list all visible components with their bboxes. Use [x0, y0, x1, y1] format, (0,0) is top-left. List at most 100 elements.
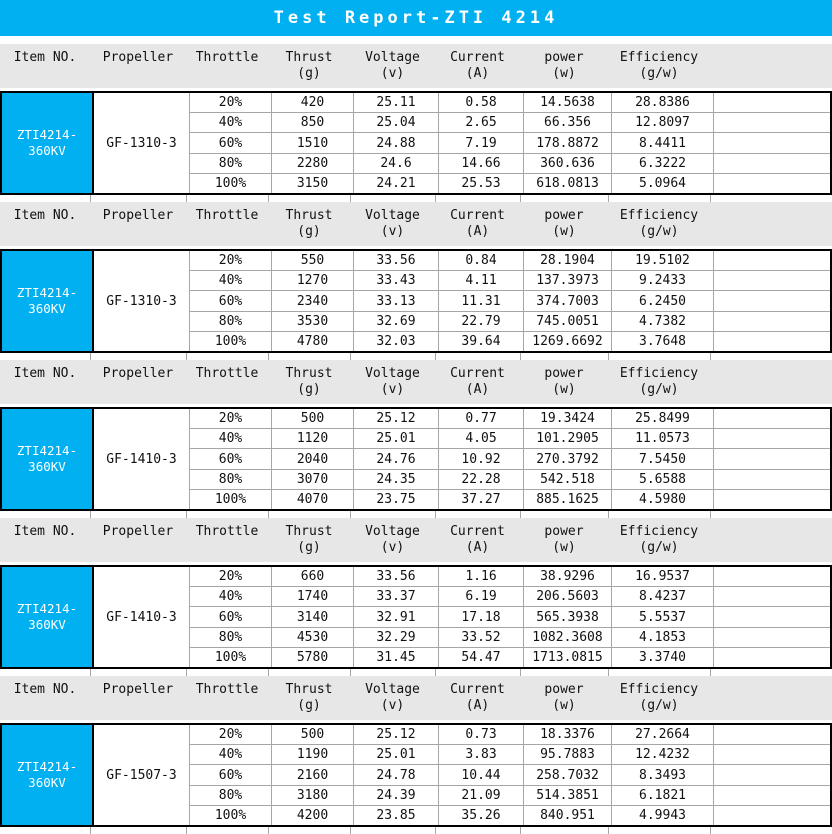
current-cell: 2.65: [439, 113, 524, 133]
empty-cell: [714, 587, 830, 606]
table-row: 80% 2280 24.6 14.66 360.636 6.3222: [190, 153, 830, 174]
current-cell: 22.79: [439, 311, 524, 331]
column-unit: (A): [465, 66, 490, 81]
empty-cell: [714, 291, 830, 310]
column-header-empty: [710, 676, 832, 720]
column-unit: (g): [297, 382, 321, 397]
column-unit: (v): [380, 382, 405, 397]
column-label: Throttle: [195, 50, 259, 65]
empty-cell: [714, 628, 830, 647]
column-header-propeller: Propeller: [90, 44, 186, 88]
voltage-cell: 33.37: [354, 587, 439, 607]
power-cell: 542.518: [524, 469, 612, 489]
column-label: Efficiency: [619, 50, 699, 65]
column-header-current: Current (A): [435, 360, 520, 404]
column-label: Propeller: [102, 366, 174, 381]
efficiency-cell: 4.9943: [612, 805, 714, 826]
header-block-gap: [0, 246, 832, 249]
efficiency-cell: 7.5450: [612, 449, 714, 469]
column-header-row: Item NO. Propeller Throttle Thrust (g) V…: [0, 202, 832, 246]
current-cell: 1.16: [439, 567, 524, 587]
efficiency-cell: 12.4232: [612, 745, 714, 765]
column-header-thrust: Thrust (g): [268, 360, 350, 404]
column-unit: (A): [465, 698, 490, 713]
column-label: power: [544, 50, 584, 65]
column-unit: (v): [380, 698, 405, 713]
empty-cell: [714, 251, 830, 270]
report-section: Item NO. Propeller Throttle Thrust (g) V…: [0, 202, 832, 360]
throttle-cell: 100%: [190, 173, 272, 194]
section-gap: [0, 669, 832, 676]
data-rows: 20% 500 25.12 0.73 18.3376 27.2664 40% 1…: [190, 725, 830, 826]
column-header-thrust: Thrust (g): [268, 202, 350, 246]
thrust-cell: 3530: [272, 311, 354, 331]
empty-cell: [714, 113, 830, 132]
efficiency-cell: 4.7382: [612, 311, 714, 331]
current-cell: 17.18: [439, 607, 524, 627]
column-header-voltage: Voltage (v): [350, 44, 435, 88]
header-block-gap: [0, 720, 832, 723]
thrust-cell: 5780: [272, 647, 354, 668]
column-header-thrust: Thrust (g): [268, 676, 350, 720]
column-label: Item NO.: [13, 682, 77, 697]
power-cell: 206.5603: [524, 587, 612, 607]
column-header-power: power (w): [520, 676, 608, 720]
column-header-item-no: Item NO.: [0, 44, 90, 88]
table-row: 100% 4780 32.03 39.64 1269.6692 3.7648: [190, 331, 830, 352]
column-header-empty: [710, 44, 832, 88]
column-header-current: Current (A): [435, 44, 520, 88]
throttle-cell: 20%: [190, 567, 272, 587]
table-row: 40% 1120 25.01 4.05 101.2905 11.0573: [190, 429, 830, 450]
table-row: 40% 1270 33.43 4.11 137.3973 9.2433: [190, 271, 830, 292]
column-label: power: [544, 366, 584, 381]
table-row: 20% 500 25.12 0.77 19.3424 25.8499: [190, 409, 830, 430]
column-label: Throttle: [195, 366, 259, 381]
column-unit: (w): [552, 224, 576, 239]
efficiency-cell: 6.1821: [612, 785, 714, 805]
column-label: Propeller: [102, 524, 174, 539]
throttle-cell: 80%: [190, 153, 272, 173]
current-cell: 14.66: [439, 153, 524, 173]
column-header-current: Current (A): [435, 676, 520, 720]
column-label: Current: [450, 50, 505, 65]
voltage-cell: 25.12: [354, 725, 439, 745]
table-row: 40% 1740 33.37 6.19 206.5603 8.4237: [190, 587, 830, 608]
propeller-cell: GF-1310-3: [94, 251, 190, 351]
column-label: Thrust: [285, 208, 333, 223]
current-cell: 10.92: [439, 449, 524, 469]
thrust-cell: 1740: [272, 587, 354, 607]
column-header-item-no: Item NO.: [0, 202, 90, 246]
column-unit: (g): [297, 224, 321, 239]
report-sections: Item NO. Propeller Throttle Thrust (g) V…: [0, 44, 832, 834]
thrust-cell: 4070: [272, 489, 354, 510]
voltage-cell: 24.6: [354, 153, 439, 173]
column-label: Voltage: [365, 208, 420, 223]
column-label: Current: [450, 366, 505, 381]
column-header-propeller: Propeller: [90, 360, 186, 404]
thrust-cell: 1120: [272, 429, 354, 449]
current-cell: 37.27: [439, 489, 524, 510]
thrust-cell: 660: [272, 567, 354, 587]
column-header-item-no: Item NO.: [0, 360, 90, 404]
empty-cell: [714, 133, 830, 152]
table-row: 80% 3070 24.35 22.28 542.518 5.6588: [190, 469, 830, 490]
column-header-row: Item NO. Propeller Throttle Thrust (g) V…: [0, 44, 832, 88]
voltage-cell: 33.56: [354, 567, 439, 587]
column-label: Propeller: [102, 50, 174, 65]
current-cell: 39.64: [439, 331, 524, 352]
empty-cell: [714, 449, 830, 468]
empty-cell: [714, 567, 830, 586]
empty-cell: [714, 271, 830, 290]
thrust-cell: 3140: [272, 607, 354, 627]
power-cell: 618.0813: [524, 173, 612, 194]
item-no-cell: ZTI4214-360KV: [2, 409, 94, 509]
column-header-empty: [710, 202, 832, 246]
header-block-gap: [0, 88, 832, 91]
voltage-cell: 24.78: [354, 765, 439, 785]
efficiency-cell: 9.2433: [612, 271, 714, 291]
column-header-throttle: Throttle: [186, 202, 268, 246]
table-row: 60% 2040 24.76 10.92 270.3792 7.5450: [190, 449, 830, 470]
column-unit: (g/w): [639, 382, 679, 397]
table-row: 40% 850 25.04 2.65 66.356 12.8097: [190, 113, 830, 134]
table-row: 60% 2340 33.13 11.31 374.7003 6.2450: [190, 291, 830, 312]
